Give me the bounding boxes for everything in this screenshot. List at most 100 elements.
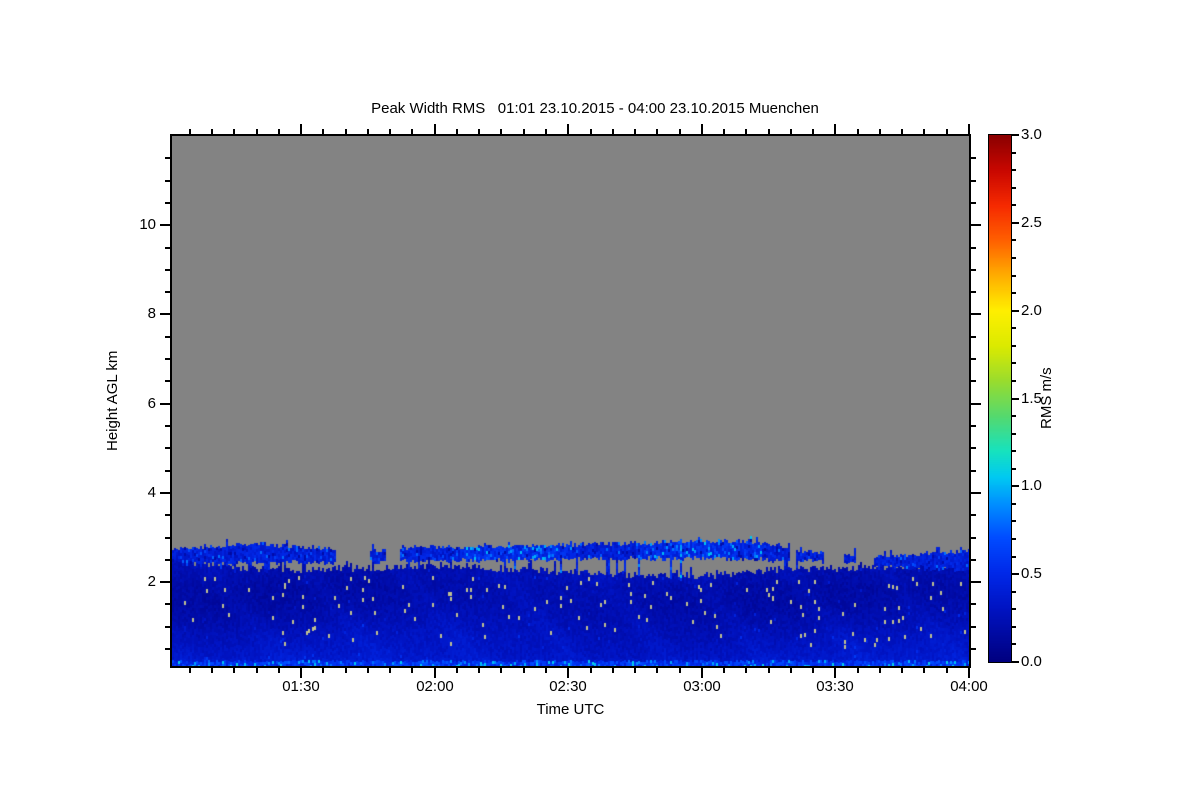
tick-mark xyxy=(165,603,170,605)
y-tick-label: 10 xyxy=(139,216,156,233)
tick-mark xyxy=(160,224,170,226)
tick-mark xyxy=(165,358,170,360)
tick-mark xyxy=(971,492,981,494)
tick-mark xyxy=(160,492,170,494)
tick-mark xyxy=(456,668,458,673)
tick-mark xyxy=(971,336,976,338)
tick-mark xyxy=(1012,415,1016,417)
tick-mark xyxy=(1012,661,1019,663)
tick-mark xyxy=(971,291,976,293)
tick-mark xyxy=(1012,380,1016,382)
tick-mark xyxy=(612,668,614,673)
tick-mark xyxy=(256,668,258,673)
tick-mark xyxy=(701,668,703,678)
tick-mark xyxy=(790,668,792,673)
tick-mark xyxy=(971,358,976,360)
x-tick-label: 01:30 xyxy=(282,678,320,695)
tick-mark xyxy=(1012,169,1016,171)
tick-mark xyxy=(367,668,369,673)
tick-mark xyxy=(1012,538,1016,540)
tick-mark xyxy=(165,269,170,271)
tick-mark xyxy=(901,129,903,134)
tick-mark xyxy=(590,668,592,673)
tick-mark xyxy=(165,559,170,561)
tick-mark xyxy=(1012,310,1019,312)
tick-mark xyxy=(1012,222,1019,224)
tick-mark xyxy=(723,668,725,673)
y-tick-label: 8 xyxy=(147,305,156,322)
tick-mark xyxy=(612,129,614,134)
tick-mark xyxy=(745,668,747,673)
tick-mark xyxy=(1012,450,1016,452)
tick-mark xyxy=(300,124,302,134)
tick-mark xyxy=(411,129,413,134)
tick-mark xyxy=(879,129,881,134)
tick-mark xyxy=(160,581,170,583)
tick-mark xyxy=(923,668,925,673)
tick-mark xyxy=(971,648,976,650)
tick-mark xyxy=(165,447,170,449)
tick-mark xyxy=(1012,485,1019,487)
tick-mark xyxy=(656,129,658,134)
tick-mark xyxy=(1012,204,1016,206)
tick-mark xyxy=(634,129,636,134)
tick-mark xyxy=(165,157,170,159)
x-tick-label: 02:00 xyxy=(416,678,454,695)
tick-mark xyxy=(1012,573,1019,575)
tick-mark xyxy=(946,129,948,134)
tick-mark xyxy=(701,124,703,134)
tick-mark xyxy=(679,129,681,134)
tick-mark xyxy=(367,129,369,134)
tick-mark xyxy=(345,668,347,673)
tick-mark xyxy=(411,668,413,673)
tick-mark xyxy=(1012,152,1016,154)
tick-mark xyxy=(971,224,981,226)
colorbar-tick-label: 1.5 xyxy=(1021,390,1042,407)
tick-mark xyxy=(189,129,191,134)
tick-mark xyxy=(256,129,258,134)
tick-mark xyxy=(478,129,480,134)
tick-mark xyxy=(211,129,213,134)
tick-mark xyxy=(679,668,681,673)
tick-mark xyxy=(389,668,391,673)
tick-mark xyxy=(971,626,976,628)
tick-mark xyxy=(590,129,592,134)
tick-mark xyxy=(790,129,792,134)
tick-mark xyxy=(523,129,525,134)
tick-mark xyxy=(968,668,970,678)
tick-mark xyxy=(971,537,976,539)
tick-mark xyxy=(971,380,976,382)
tick-mark xyxy=(545,129,547,134)
tick-mark xyxy=(971,425,976,427)
tick-mark xyxy=(322,668,324,673)
tick-mark xyxy=(165,291,170,293)
y-tick-label: 2 xyxy=(147,573,156,590)
x-tick-label: 04:00 xyxy=(950,678,988,695)
tick-mark xyxy=(923,129,925,134)
tick-mark xyxy=(1012,433,1016,435)
tick-mark xyxy=(165,202,170,204)
tick-mark xyxy=(768,668,770,673)
tick-mark xyxy=(768,129,770,134)
tick-mark xyxy=(278,129,280,134)
tick-mark xyxy=(857,129,859,134)
tick-mark xyxy=(971,247,976,249)
colorbar-canvas xyxy=(989,135,1011,662)
tick-mark xyxy=(1012,398,1019,400)
tick-mark xyxy=(971,447,976,449)
tick-mark xyxy=(1012,134,1019,136)
colorbar-tick-label: 0.0 xyxy=(1021,653,1042,670)
tick-mark xyxy=(545,668,547,673)
tick-mark xyxy=(500,668,502,673)
colorbar-tick-label: 0.5 xyxy=(1021,565,1042,582)
tick-mark xyxy=(971,403,981,405)
tick-mark xyxy=(567,124,569,134)
tick-mark xyxy=(434,124,436,134)
tick-mark xyxy=(165,537,170,539)
tick-mark xyxy=(389,129,391,134)
tick-mark xyxy=(523,668,525,673)
tick-mark xyxy=(1012,608,1016,610)
tick-mark xyxy=(971,313,981,315)
tick-mark xyxy=(211,668,213,673)
